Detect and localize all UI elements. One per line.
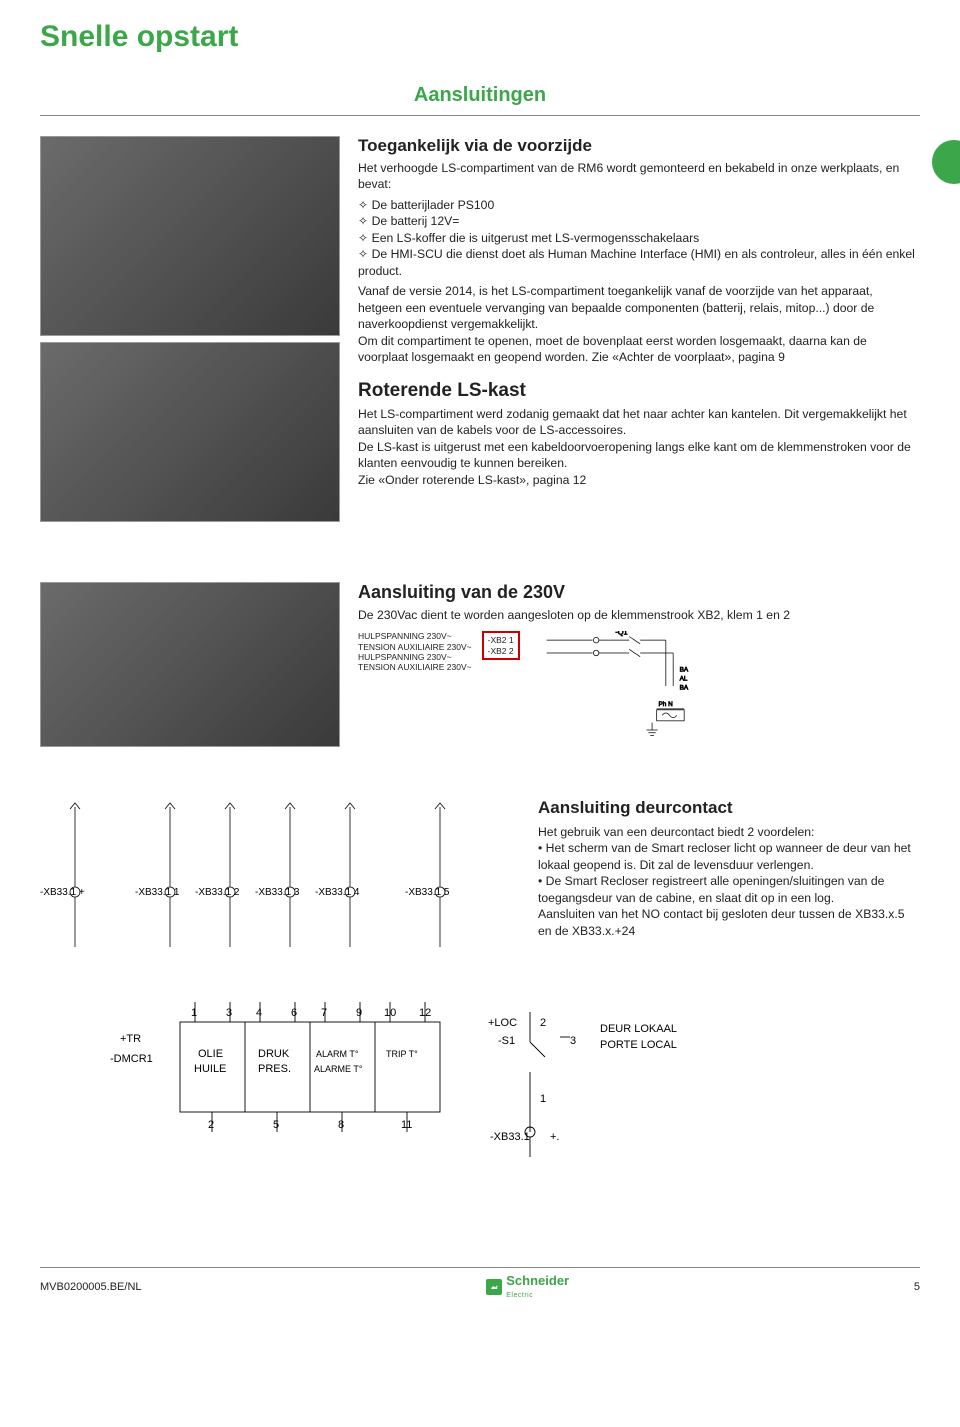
- svg-text:2: 2: [540, 1017, 546, 1029]
- aux-label: TENSION AUXILIAIRE 230V~: [358, 662, 472, 672]
- section2-para1: Het LS-compartiment werd zodanig gemaakt…: [358, 406, 920, 439]
- svg-text:3: 3: [570, 1035, 576, 1047]
- svg-text:-XB33.1 3: -XB33.1 3: [255, 887, 300, 898]
- svg-text:3: 3: [226, 1007, 232, 1019]
- door-heading: Aansluiting deurcontact: [538, 797, 920, 820]
- svg-text:DEUR LOKAAL: DEUR LOKAAL: [600, 1023, 677, 1035]
- door-point: De Smart Recloser registreert alle openi…: [538, 873, 920, 906]
- svg-text:+LOC: +LOC: [488, 1017, 517, 1029]
- svg-text:10: 10: [384, 1007, 396, 1019]
- section1-intro: Het verhoogde LS-compartiment van de RM6…: [358, 160, 920, 193]
- svg-text:OLIE: OLIE: [198, 1048, 223, 1060]
- svg-text:-DMCR1: -DMCR1: [110, 1053, 153, 1065]
- svg-text:-Q1: -Q1: [615, 631, 627, 637]
- svg-text:ALARM T°: ALARM T°: [316, 1049, 359, 1059]
- accent-dot-icon: [932, 140, 960, 184]
- svg-text:6: 6: [291, 1007, 297, 1019]
- schneider-mark-icon: [486, 1279, 502, 1295]
- divider: [40, 115, 920, 116]
- section1-heading: Toegankelijk via de voorzijde: [358, 136, 920, 156]
- bullet-item: Een LS-koffer die is uitgerust met LS-ve…: [358, 230, 920, 246]
- svg-text:TRIP T°: TRIP T°: [386, 1049, 418, 1059]
- section230-intro: De 230Vac dient te worden aangesloten op…: [358, 607, 920, 623]
- svg-text:-XB33.1: -XB33.1: [490, 1131, 530, 1143]
- svg-text:ALARME T°: ALARME T°: [314, 1064, 363, 1074]
- svg-text:12: 12: [419, 1007, 431, 1019]
- xb2-1: -XB2 1: [488, 635, 514, 645]
- brand-name: Schneider: [506, 1273, 569, 1288]
- door-terminal-diagram: -XB33.1 + -XB33.1 1 -XB33.1 2 -XB33.1 3 …: [40, 797, 520, 957]
- section2-para2: De LS-kast is uitgerust met een kabeldoo…: [358, 439, 920, 472]
- svg-text:-XB33.1 2: -XB33.1 2: [195, 887, 240, 898]
- aux-label: HULPSPANNING 230V~: [358, 631, 472, 641]
- svg-text:8: 8: [338, 1119, 344, 1131]
- aux-label: TENSION AUXILIAIRE 230V~: [358, 642, 472, 652]
- svg-text:AL: AL: [679, 676, 687, 683]
- section1-bullets: De batterijlader PS100 De batterij 12V= …: [358, 197, 920, 279]
- svg-text:5: 5: [273, 1119, 279, 1131]
- dmcr-diagram: +TR -DMCR1 1 3 4 6 7 9 10 12 OLIE DRUK A…: [40, 982, 920, 1182]
- svg-text:Ph N: Ph N: [658, 702, 673, 709]
- svg-text:11: 11: [401, 1119, 412, 1131]
- svg-text:-XB33.1 1: -XB33.1 1: [135, 887, 180, 898]
- mini-schematic-icon: -Q1 BA AL BA Ph N: [530, 631, 710, 741]
- door-point: Het scherm van de Smart recloser licht o…: [538, 840, 920, 873]
- svg-text:DRUK: DRUK: [258, 1048, 290, 1060]
- redbox-highlight: -XB2 1 -XB2 2: [482, 631, 520, 659]
- svg-text:1: 1: [540, 1093, 546, 1105]
- section230-heading: Aansluiting van de 230V: [358, 582, 920, 603]
- svg-text:9: 9: [356, 1007, 362, 1019]
- svg-text:+TR: +TR: [120, 1033, 141, 1045]
- bullet-item: De batterij 12V=: [358, 213, 920, 229]
- svg-text:-S1: -S1: [498, 1035, 515, 1047]
- footer-doc-id: MVB0200005.BE/NL: [40, 1281, 142, 1293]
- aux-label: HULPSPANNING 230V~: [358, 652, 472, 662]
- door-intro: Het gebruik van een deurcontact biedt 2 …: [538, 824, 920, 840]
- svg-text:-XB33.1 4: -XB33.1 4: [315, 887, 360, 898]
- section1-para3: Om dit compartiment te openen, moet de b…: [358, 333, 920, 366]
- bullet-item: De batterijlader PS100: [358, 197, 920, 213]
- svg-text:-XB33.1 5: -XB33.1 5: [405, 887, 450, 898]
- wiring-snippet-230v: HULPSPANNING 230V~ TENSION AUXILIAIRE 23…: [358, 631, 920, 741]
- bullet-item: De HMI-SCU die dienst doet als Human Mac…: [358, 246, 920, 279]
- svg-text:PRES.: PRES.: [258, 1063, 291, 1075]
- svg-text:BA: BA: [679, 685, 688, 692]
- section2-para3: Zie «Onder roterende LS-kast», pagina 12: [358, 472, 920, 488]
- svg-text:+.: +.: [550, 1131, 559, 1143]
- subtitle: Aansluitingen: [40, 84, 920, 107]
- photo-terminal-block: [40, 582, 340, 747]
- svg-text:PORTE LOCAL: PORTE LOCAL: [600, 1039, 677, 1051]
- photo-ls-cabinet: [40, 342, 340, 522]
- brand-sub: Electric: [506, 1292, 533, 1299]
- svg-text:HUILE: HUILE: [194, 1063, 226, 1075]
- svg-text:BA: BA: [679, 667, 688, 674]
- svg-text:4: 4: [256, 1007, 262, 1019]
- section1-para2: Vanaf de versie 2014, is het LS-comparti…: [358, 283, 920, 332]
- svg-text:7: 7: [321, 1007, 327, 1019]
- photo-compartment: [40, 136, 340, 336]
- door-points: Het scherm van de Smart recloser licht o…: [538, 840, 920, 906]
- section2-heading: Roterende LS-kast: [358, 380, 920, 402]
- schneider-logo: Schneider Electric: [486, 1274, 569, 1300]
- svg-text:2: 2: [208, 1119, 214, 1131]
- svg-text:-XB33.1 +: -XB33.1 +: [40, 887, 85, 898]
- footer-page-number: 5: [914, 1281, 920, 1293]
- door-para: Aansluiten van het NO contact bij geslot…: [538, 906, 920, 939]
- xb2-2: -XB2 2: [488, 646, 514, 656]
- page-title: Snelle opstart: [40, 20, 920, 54]
- svg-text:1: 1: [191, 1007, 197, 1019]
